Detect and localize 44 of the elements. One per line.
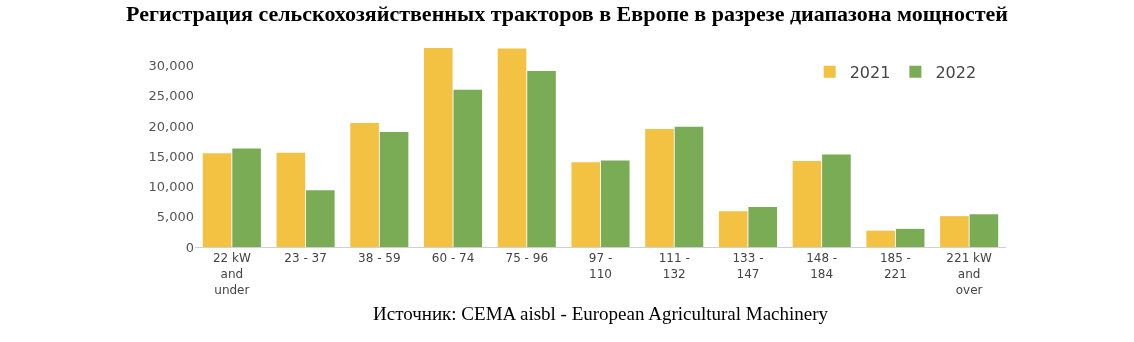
bar	[792, 161, 822, 247]
bar	[276, 152, 306, 247]
bar	[527, 70, 556, 247]
x-tick-label: 97 - 110	[588, 251, 613, 281]
text: Источник: CEMA aisbl - European Agricultural Machinery	[373, 303, 829, 324]
y-tick-label: 25,000	[148, 88, 194, 104]
x-tick-label: 221 kW and over	[946, 251, 993, 297]
y-tick-label: 0	[185, 239, 194, 255]
legend-label: 2022	[935, 63, 977, 83]
y-tick-label: 5,000	[156, 209, 194, 225]
bar	[453, 89, 483, 247]
bar	[969, 214, 999, 247]
bar	[940, 216, 969, 247]
chart-title: Регистрация сельскохозяйственных тракторов в Европе в разрезе диапазона мощностей	[126, 0, 1009, 26]
y-tick-label: 20,000	[148, 118, 194, 134]
x-tick-label: 111 - 132	[658, 251, 690, 281]
bar	[379, 132, 409, 247]
y-tick-label: 15,000	[148, 148, 194, 164]
bar	[748, 207, 777, 247]
x-tick-label: 38 - 59	[358, 251, 401, 266]
x-tick-label: 22 kW and under	[212, 251, 251, 297]
x-tick-label: 185 - 221	[879, 251, 911, 281]
x-tick-label: 133 - 147	[732, 251, 764, 281]
bar	[350, 123, 379, 247]
legend-label: 2021	[849, 63, 891, 83]
bar	[600, 160, 630, 247]
bar	[424, 48, 453, 247]
bar	[822, 154, 851, 247]
x-tick-label: 23 - 37	[284, 251, 327, 266]
y-tick-label: 30,000	[148, 58, 194, 74]
bar	[718, 211, 748, 247]
bar	[232, 148, 261, 247]
x-tick-label: 75 - 96	[505, 251, 549, 266]
bar	[571, 162, 601, 247]
bar	[645, 129, 674, 247]
x-tick-label: 148 - 184	[806, 251, 838, 281]
y-tick-label: 10,000	[148, 179, 194, 195]
bar	[306, 190, 335, 247]
bar	[674, 126, 704, 247]
bar	[895, 228, 925, 247]
bar	[497, 48, 527, 247]
x-tick-label: 60 - 74	[431, 251, 475, 266]
bar	[866, 230, 895, 247]
bar	[202, 153, 232, 247]
